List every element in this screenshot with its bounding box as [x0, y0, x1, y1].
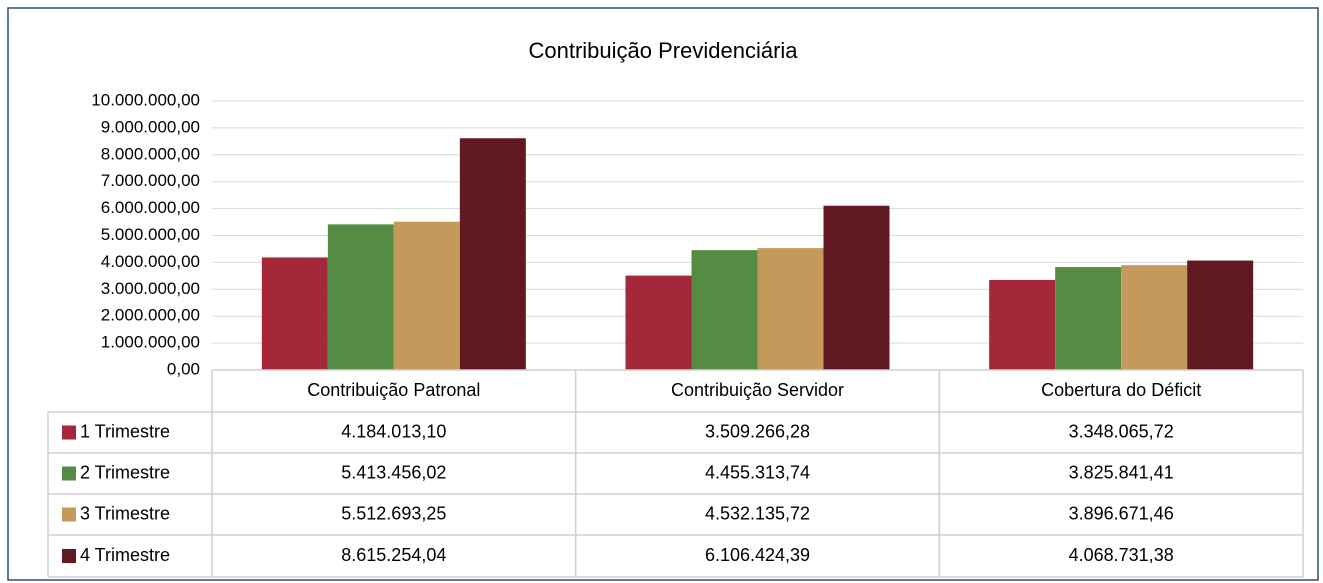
data-label: 8.615.254,04: [341, 545, 446, 565]
data-label: 4.532.135,72: [705, 503, 810, 523]
y-tick-label: 2.000.000,00: [101, 306, 200, 325]
bar: [393, 221, 460, 370]
data-label: 3.509.266,28: [705, 421, 810, 441]
bar: [989, 279, 1056, 370]
data-label: 3.896.671,46: [1069, 503, 1174, 523]
y-tick-label: 4.000.000,00: [101, 252, 200, 271]
x-tick-label: Contribuição Servidor: [671, 380, 844, 400]
legend-label: 3 Trimestre: [80, 503, 170, 523]
legend-label: 2 Trimestre: [80, 462, 170, 482]
y-tick-label: 0,00: [167, 359, 200, 378]
y-tick-label: 5.000.000,00: [101, 225, 200, 244]
legend-label: 1 Trimestre: [80, 421, 170, 441]
y-tick-label: 1.000.000,00: [101, 333, 200, 352]
data-label: 4.068.731,38: [1069, 545, 1174, 565]
legend-key: [62, 466, 76, 481]
legend-key: [62, 425, 76, 440]
bar: [1121, 265, 1188, 370]
data-label: 6.106.424,39: [705, 545, 810, 565]
data-label: 3.348.065,72: [1069, 421, 1174, 441]
legend-key: [62, 507, 76, 522]
bar: [261, 257, 328, 370]
bar: [625, 275, 692, 370]
bar: [1187, 260, 1254, 370]
y-tick-label: 7.000.000,00: [101, 171, 200, 190]
y-tick-label: 10.000.000,00: [91, 90, 200, 109]
y-tick-label: 9.000.000,00: [101, 117, 200, 136]
data-label: 5.512.693,25: [341, 503, 446, 523]
x-tick-label: Cobertura do Déficit: [1041, 380, 1201, 400]
data-label: 5.413.456,02: [341, 462, 446, 482]
x-tick-label: Contribuição Patronal: [307, 380, 480, 400]
data-label: 4.184.013,10: [341, 421, 446, 441]
legend-key: [62, 549, 76, 563]
bar: [757, 248, 824, 370]
bar: [1055, 267, 1122, 370]
y-tick-label: 6.000.000,00: [101, 198, 200, 217]
y-tick-label: 8.000.000,00: [101, 144, 200, 163]
y-tick-label: 3.000.000,00: [101, 279, 200, 298]
chart-title: Contribuição Previdenciária: [528, 38, 798, 63]
legend-label: 4 Trimestre: [80, 545, 170, 565]
bar: [691, 250, 758, 370]
data-label: 3.825.841,41: [1069, 462, 1174, 482]
bar: [327, 224, 394, 370]
data-label: 4.455.313,74: [705, 462, 810, 482]
bar: [459, 138, 526, 370]
bar: [823, 205, 890, 370]
